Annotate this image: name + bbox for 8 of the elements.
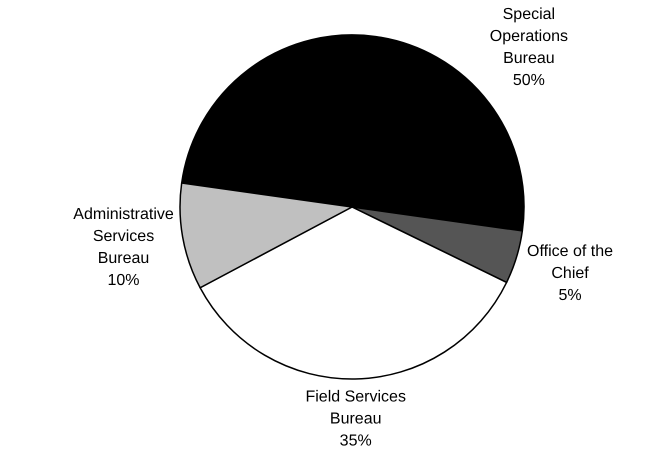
data-label: 50% — [512, 72, 545, 90]
slice-label: Field Services Bureau — [305, 388, 406, 428]
slice-label: Office of the Chief — [527, 243, 614, 282]
data-label: 10% — [108, 272, 140, 289]
slice-label: Administrative Services Bureau — [73, 206, 174, 267]
slice-label: Special Operations Bureau — [490, 6, 568, 68]
data-label: 5% — [558, 287, 582, 304]
data-label: 35% — [340, 432, 372, 450]
